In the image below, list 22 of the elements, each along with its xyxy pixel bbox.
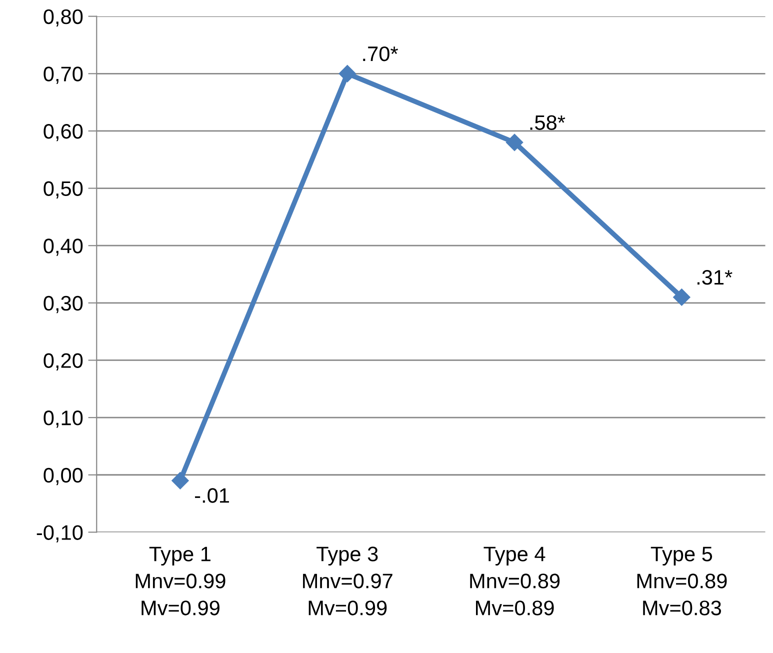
y-tick-label: 0,00	[44, 468, 83, 486]
point	[338, 65, 356, 82]
x-tick-label: Type 3 Mnv=0.97 Mv=0.99	[303, 546, 392, 616]
x-tick-label: Type 1 Mnv=0.99 Mv=0.99	[136, 546, 226, 616]
y-tick-label: 0,70	[44, 66, 83, 84]
y-tick-label: 0,30	[44, 296, 83, 314]
y-tick-label: 0,20	[44, 353, 83, 370]
y-tick-label: 0,10	[44, 410, 83, 428]
y-tick-label: 0,80	[44, 9, 83, 27]
y-tick-label: 0,60	[44, 124, 83, 142]
y-tick-label: 0,50	[44, 181, 83, 198]
data-label: -.01	[195, 488, 229, 503]
data-label: .31*	[697, 270, 732, 285]
y-tick-label: 0,40	[44, 238, 83, 256]
point	[506, 134, 524, 151]
x-tick-label: Type 4 Mnv=0.89 Mv=0.89	[470, 546, 560, 616]
data-label: .58*	[530, 115, 566, 130]
x-tick-label: Type 5 Mnv=0.89 Mv=0.83	[637, 546, 727, 616]
data-label: .70*	[363, 46, 398, 62]
point	[172, 472, 189, 490]
point	[673, 288, 690, 306]
y-tick-label: -0,10	[36, 525, 83, 542]
